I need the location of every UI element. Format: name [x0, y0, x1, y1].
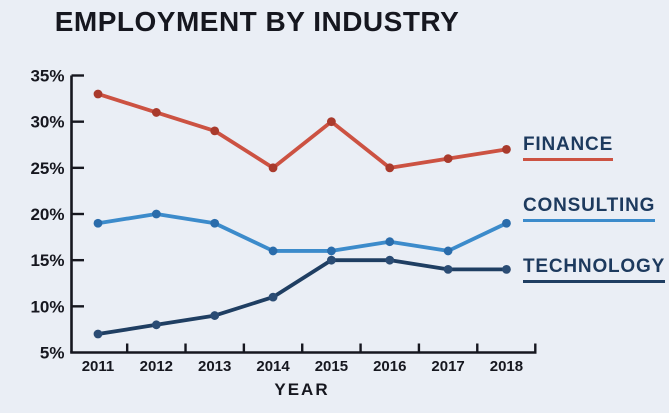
finance-line — [96, 92, 509, 170]
y-tick-label: 30% — [30, 113, 64, 132]
finance-point-2014 — [268, 163, 278, 173]
x-axis-title: YEAR — [274, 380, 329, 399]
technology-point-2016 — [385, 255, 395, 265]
finance-point-2013 — [210, 126, 220, 136]
x-tick-label: 2013 — [198, 358, 231, 375]
finance-point-2017 — [443, 154, 453, 164]
consulting-point-2011 — [93, 218, 103, 228]
finance-point-2011 — [93, 89, 103, 99]
finance-point-2012 — [151, 108, 161, 117]
technology-point-2014 — [268, 292, 278, 302]
technology-point-2017 — [443, 265, 453, 274]
x-tick-label: 2015 — [315, 358, 348, 375]
y-tick-label: 25% — [30, 159, 64, 178]
x-tick-label: 2012 — [140, 358, 173, 375]
technology-point-2012 — [151, 320, 161, 330]
x-tick-label: 2011 — [82, 358, 115, 375]
consulting-point-2014 — [268, 246, 278, 256]
finance-point-2018 — [502, 144, 511, 154]
x-tick-label: 2014 — [256, 358, 290, 375]
x-tick-label: 2016 — [373, 358, 406, 375]
consulting-line — [96, 212, 509, 253]
x-tick-label: 2017 — [431, 358, 464, 375]
y-tick-label: 20% — [30, 205, 64, 224]
technology-point-2018 — [502, 265, 511, 274]
x-tick-label: 2018 — [490, 358, 523, 375]
technology-point-2011 — [93, 329, 103, 339]
consulting-point-2013 — [210, 218, 220, 228]
consulting-point-2018 — [502, 218, 511, 228]
consulting-point-2016 — [385, 237, 395, 247]
y-tick-label: 10% — [30, 297, 64, 316]
finance-point-2016 — [385, 163, 395, 173]
technology-point-2013 — [210, 311, 220, 320]
technology-line — [96, 258, 509, 336]
technology-point-2015 — [327, 255, 336, 265]
consulting-point-2015 — [327, 246, 336, 256]
y-tick-label: 35% — [30, 67, 64, 86]
consulting-point-2017 — [443, 246, 453, 256]
consulting-point-2012 — [151, 209, 161, 219]
finance-point-2015 — [327, 117, 336, 127]
y-tick-label: 15% — [30, 251, 64, 270]
y-tick-label: 5% — [40, 344, 65, 363]
chart-title: EMPLOYMENT BY INDUSTRY — [54, 6, 460, 37]
